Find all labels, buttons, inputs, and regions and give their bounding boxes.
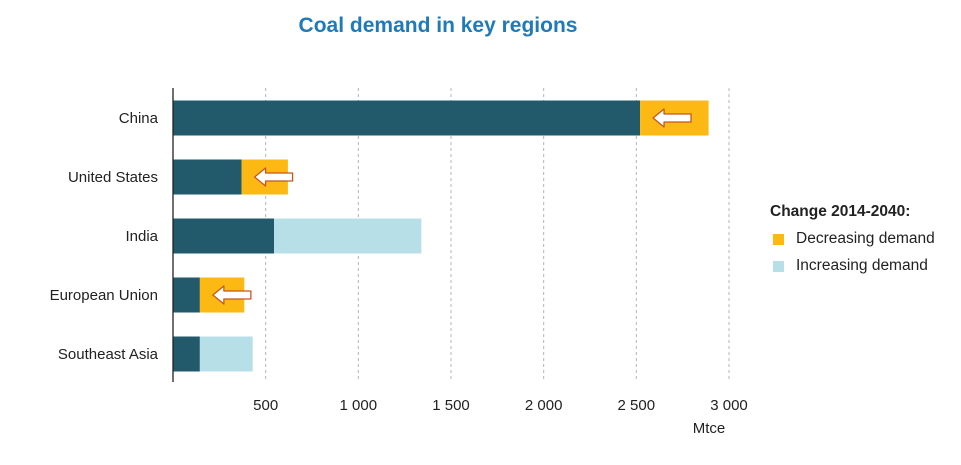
legend-item-decreasing: Decreasing demand <box>770 230 935 248</box>
chart-title: Coal demand in key regions <box>298 14 578 37</box>
category-label-india: India <box>125 228 158 245</box>
category-label-southeast-asia: Southeast Asia <box>58 346 159 363</box>
category-label-united-states: United States <box>68 169 158 186</box>
legend-swatch-decreasing <box>773 233 784 245</box>
legend: Change 2014-2040: Decreasing demand Incr… <box>770 203 935 284</box>
arrow-left-icon <box>212 285 252 305</box>
legend-label-decreasing: Decreasing demand <box>796 230 935 247</box>
arrow-left-icon <box>652 108 692 128</box>
bar-china-segment-0 <box>173 100 641 136</box>
x-tick-label-1: 1 000 <box>340 397 378 414</box>
bar-southeast-asia-segment-2 <box>199 336 253 372</box>
x-axis-label: Mtce <box>693 420 726 437</box>
decrease-arrows <box>212 108 692 305</box>
legend-title: Change 2014-2040: <box>770 203 911 220</box>
arrow-left-icon <box>253 167 294 187</box>
x-tick-label-5: 3 000 <box>710 397 748 414</box>
legend-label-increasing: Increasing demand <box>796 257 928 274</box>
bar-india-segment-0 <box>173 218 275 254</box>
x-tick-label-2: 1 500 <box>432 397 470 414</box>
bars <box>173 100 709 372</box>
x-tick-label-4: 2 500 <box>618 397 656 414</box>
x-tick-label-0: 500 <box>253 397 278 414</box>
bar-united-states-segment-0 <box>173 159 242 195</box>
axis-labels: China United States India European Union Sou… <box>50 110 748 437</box>
category-label-european-union: European Union <box>50 287 158 304</box>
bar-india-segment-2 <box>274 218 422 254</box>
x-tick-label-3: 2 000 <box>525 397 563 414</box>
category-label-china: China <box>119 110 159 127</box>
legend-swatch-increasing <box>773 260 784 272</box>
bar-southeast-asia-segment-0 <box>173 336 200 372</box>
legend-item-increasing: Increasing demand <box>770 257 935 275</box>
bar-european-union-segment-0 <box>173 277 200 313</box>
